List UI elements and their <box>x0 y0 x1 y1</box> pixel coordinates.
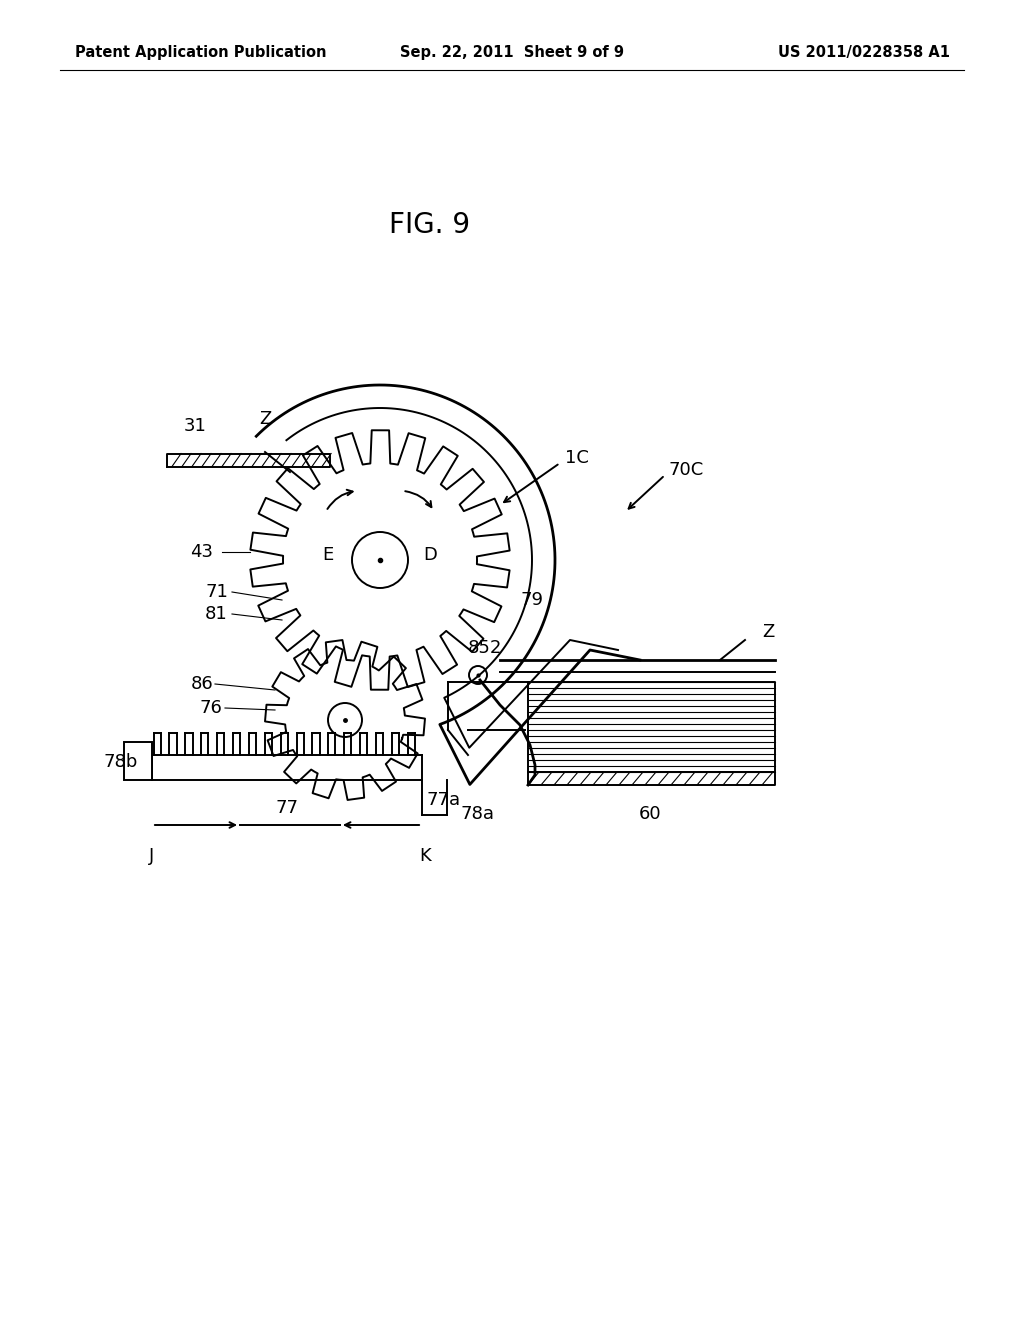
Text: 1C: 1C <box>565 449 589 467</box>
Text: 78a: 78a <box>461 805 495 822</box>
Text: 81: 81 <box>205 605 228 623</box>
Text: K: K <box>419 847 431 865</box>
Text: 71: 71 <box>205 583 228 601</box>
Text: Z: Z <box>762 623 774 642</box>
Text: 43: 43 <box>190 543 213 561</box>
Text: 86: 86 <box>190 675 213 693</box>
Text: 70C: 70C <box>668 461 703 479</box>
Text: US 2011/0228358 A1: US 2011/0228358 A1 <box>778 45 950 61</box>
Text: D: D <box>423 546 437 564</box>
Text: Sep. 22, 2011  Sheet 9 of 9: Sep. 22, 2011 Sheet 9 of 9 <box>400 45 624 61</box>
Text: Patent Application Publication: Patent Application Publication <box>75 45 327 61</box>
Text: Z: Z <box>259 411 271 428</box>
Text: FIG. 9: FIG. 9 <box>389 211 471 239</box>
Text: 852: 852 <box>468 639 503 657</box>
Text: 76: 76 <box>199 700 222 717</box>
Bar <box>124 742 152 780</box>
Text: 78b: 78b <box>103 752 138 771</box>
Text: 31: 31 <box>183 417 207 436</box>
Text: E: E <box>323 546 334 564</box>
Text: 77a: 77a <box>426 791 460 809</box>
Text: J: J <box>150 847 155 865</box>
Text: 79: 79 <box>520 591 543 609</box>
Text: 60: 60 <box>639 805 662 822</box>
Text: 77: 77 <box>275 799 299 817</box>
